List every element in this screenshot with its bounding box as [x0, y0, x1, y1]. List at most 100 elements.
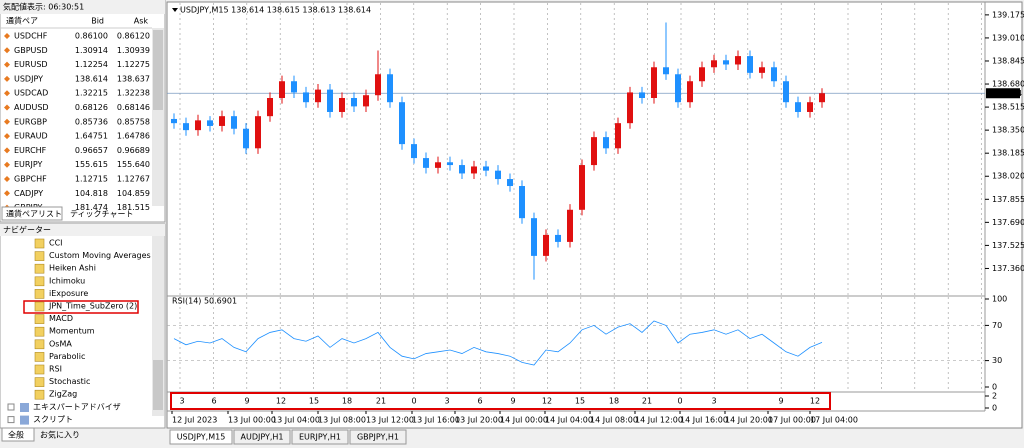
navigator-item[interactable]: Stochastic — [49, 377, 90, 386]
tab[interactable] — [1, 427, 35, 442]
scroll-thumb[interactable] — [153, 30, 163, 110]
candle-body — [819, 93, 825, 103]
tab-label: 全般 — [8, 430, 24, 440]
bid: 1.64751 — [75, 132, 108, 141]
symbol: USDCHF — [14, 32, 48, 41]
navigator-item[interactable]: Custom Moving Averages — [49, 251, 151, 260]
symbol-icon — [4, 190, 10, 197]
candle-body — [519, 186, 525, 219]
x-tick-label: 14 Jul 20:00 — [725, 416, 773, 425]
hour-label: 3 — [444, 397, 449, 406]
candle-body — [183, 123, 189, 131]
tab-label: 通貨ペアリスト — [6, 209, 62, 219]
last-price-label: 138.614 — [989, 89, 1022, 98]
indicator-icon — [34, 301, 45, 312]
indicator-icon — [34, 326, 45, 337]
x-tick-label: 14 Jul 12:00 — [635, 416, 683, 425]
y-tick-label: 137.690 — [992, 218, 1024, 227]
chart-window — [166, 1, 1023, 429]
symbol: GBPCHF — [14, 175, 47, 184]
hour-label: 6 — [477, 397, 482, 406]
group-icon — [20, 415, 29, 425]
candle-body — [543, 234, 549, 256]
market-watch-panel — [0, 0, 166, 223]
navigator-item[interactable]: ZigZag — [49, 390, 77, 399]
candle-body — [303, 92, 309, 103]
candle-body — [459, 165, 465, 174]
symbol: EURGBP — [14, 117, 47, 126]
ask: 181.515 — [117, 203, 150, 212]
hour-label: 6 — [211, 397, 216, 406]
ask: 1.12275 — [117, 60, 150, 69]
column-header: Ask — [134, 17, 149, 26]
rsi-title: RSI(14) 50.6901 — [172, 297, 237, 306]
ask: 0.86120 — [117, 32, 150, 41]
navigator-group[interactable]: スクリプト — [33, 415, 73, 424]
y-tick-label: 137.360 — [992, 264, 1024, 273]
navigator-item[interactable]: CCI — [49, 239, 63, 248]
navigator-titlebar — [0, 224, 165, 236]
x-tick-label: 13 Jul 12:00 — [366, 416, 414, 425]
expand-box — [7, 403, 15, 411]
symbol-icon — [4, 90, 10, 97]
group-icon — [20, 403, 29, 412]
y-tick-label: 138.515 — [992, 103, 1024, 112]
hour-label: 12 — [810, 397, 820, 406]
y-tick-label: 100 — [992, 295, 1007, 304]
chart-tab-label: AUDJPY,H1 — [240, 433, 283, 442]
x-tick-label: 14 Jul 16:00 — [680, 416, 728, 425]
y-tick-label: 139.175 — [992, 10, 1024, 19]
indicator-icon — [34, 276, 45, 287]
candle-body — [795, 102, 801, 112]
chart-tab[interactable] — [349, 429, 407, 445]
candle-body — [747, 56, 753, 73]
hour-label: 0 — [677, 397, 682, 406]
x-tick-label: 13 Jul 20:00 — [455, 416, 503, 425]
chart-tab-label: GBPJPY,H1 — [357, 433, 399, 442]
y-tick-label: 30 — [992, 356, 1002, 365]
navigator-item[interactable]: RSI — [49, 365, 62, 374]
navigator-item[interactable]: JPN_Time_SubZero (2) — [48, 302, 137, 311]
y-tick-label: 138.020 — [992, 172, 1024, 181]
symbol-icon — [4, 133, 10, 140]
hour-label: 21 — [642, 397, 652, 406]
navigator-item[interactable]: OsMA — [49, 339, 72, 348]
ask: 155.640 — [117, 160, 150, 169]
chart-tab[interactable] — [169, 429, 233, 445]
navigator-item[interactable]: MACD — [49, 314, 73, 323]
indicator-icon — [34, 251, 45, 261]
navigator-group[interactable]: エキスパートアドバイザ — [33, 403, 121, 412]
indicator-icon — [34, 238, 45, 249]
y-tick-label: 137.525 — [992, 241, 1024, 250]
navigator-item[interactable]: Parabolic — [49, 352, 85, 361]
navigator-item[interactable]: Heiken Ashi — [49, 264, 96, 273]
hour-label: 3 — [179, 397, 184, 406]
navigator-panel — [0, 223, 166, 429]
chart-tab[interactable] — [233, 429, 291, 445]
tab-label: ティックチャート — [70, 210, 133, 219]
candle-body — [663, 67, 669, 75]
indicator-icon — [34, 377, 45, 387]
candle-body — [363, 95, 369, 107]
symbol: EURCHF — [14, 146, 47, 155]
candle-body — [783, 81, 789, 103]
indicator-icon — [34, 263, 45, 274]
navigator-item[interactable]: iExposure — [49, 289, 88, 298]
candle-body — [495, 170, 501, 180]
x-tick-label: 17 Jul 00:00 — [768, 416, 816, 425]
hour-label: 3 — [711, 397, 716, 406]
chart-tab[interactable] — [291, 429, 349, 445]
bid: 1.30914 — [75, 46, 108, 55]
navigator-item[interactable]: Momentum — [49, 327, 95, 336]
symbol-icon — [4, 147, 10, 154]
scroll-thumb[interactable] — [153, 360, 163, 410]
tab[interactable] — [1, 206, 63, 221]
candle-body — [807, 102, 813, 112]
symbol: USDCAD — [14, 89, 48, 98]
candle-body — [651, 67, 657, 99]
hour-label: 12 — [542, 397, 552, 406]
y-tick-label: 0 — [992, 404, 997, 413]
x-tick-label: 13 Jul 00:00 — [228, 416, 276, 425]
chart-title: USDJPY,M15 138.614 138.615 138.613 138.6… — [180, 6, 371, 15]
navigator-item[interactable]: Ichimoku — [49, 276, 85, 285]
